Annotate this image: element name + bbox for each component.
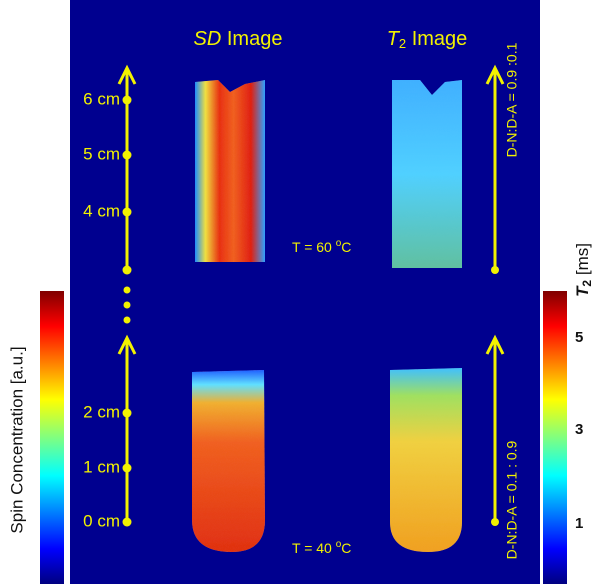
colorbar-tick: 3 bbox=[575, 421, 583, 438]
background-panel bbox=[70, 0, 540, 584]
header-text: Image bbox=[221, 28, 282, 50]
dot bbox=[123, 208, 132, 217]
right-colorbar-label: T2 [ms] bbox=[573, 243, 594, 297]
dot bbox=[491, 518, 499, 526]
header-text: Image bbox=[406, 28, 467, 50]
scale-label: 4 cm bbox=[83, 201, 120, 220]
dot bbox=[124, 317, 131, 324]
t2-header: T2 Image bbox=[387, 28, 468, 51]
dot bbox=[491, 266, 499, 274]
dot bbox=[124, 287, 131, 294]
sd-sample-top bbox=[195, 80, 265, 262]
temperature: T = 40 oC bbox=[292, 539, 351, 556]
scale-label: 6 cm bbox=[83, 89, 120, 108]
scale-label: 0 cm bbox=[83, 511, 120, 530]
header-symbol: SD bbox=[194, 28, 222, 50]
ratio-label: D-N:D-A = 0.1 : 0.9 bbox=[504, 440, 520, 559]
scale-label: 5 cm bbox=[83, 144, 120, 163]
t2-sample-top bbox=[392, 80, 462, 268]
temp-unit: C bbox=[341, 239, 351, 255]
dot bbox=[123, 409, 132, 418]
temp-text: T = 40 bbox=[292, 540, 336, 556]
dot bbox=[123, 518, 132, 527]
temp-unit: C bbox=[341, 540, 351, 556]
dot bbox=[123, 96, 132, 105]
label-unit: [ms] bbox=[573, 243, 592, 280]
figure: SD Image T2 Image 6 cm 5 cm 4 cm 2 cm 1 … bbox=[0, 0, 598, 584]
dot bbox=[124, 302, 131, 309]
scale-label: 1 cm bbox=[83, 457, 120, 476]
page: {"headers":{"sd":{"symbol":"SD","text":"… bbox=[0, 0, 598, 584]
right-colorbar bbox=[543, 291, 567, 584]
dot bbox=[123, 266, 132, 275]
sd-sample-bottom bbox=[192, 370, 265, 552]
left-colorbar bbox=[40, 291, 64, 584]
colorbar-tick: 5 bbox=[575, 329, 583, 346]
t2-sample-bottom bbox=[390, 368, 462, 552]
temp-text: T = 60 bbox=[292, 239, 336, 255]
left-colorbar-label: Spin Concentration [a.u.] bbox=[7, 346, 26, 533]
dot bbox=[123, 464, 132, 473]
ratio-label: D-N:D-A = 0.9 :0.1 bbox=[504, 42, 520, 157]
sd-header: SD Image bbox=[194, 28, 283, 50]
temperature: T = 60 oC bbox=[292, 238, 351, 255]
header-subscript: 2 bbox=[399, 36, 406, 51]
scale-label: 2 cm bbox=[83, 402, 120, 421]
dot bbox=[123, 151, 132, 160]
colorbar-tick: 1 bbox=[575, 515, 583, 532]
